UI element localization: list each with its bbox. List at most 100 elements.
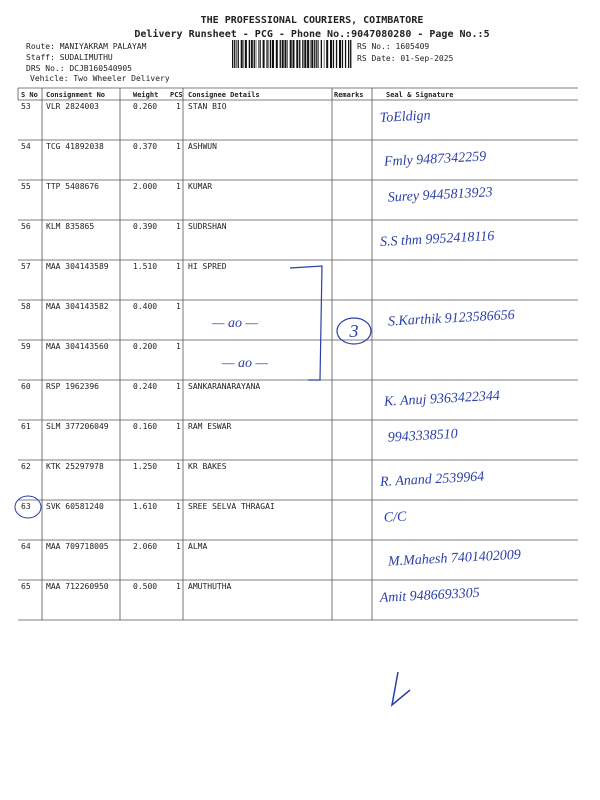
- circle: [336, 317, 372, 345]
- cell: 0.370: [133, 142, 157, 151]
- cell: HI SPRED: [188, 262, 227, 271]
- bar-stripe: [316, 40, 318, 68]
- signature: M.Mahesh 7401402009: [387, 548, 522, 570]
- cell: 0.500: [133, 582, 157, 591]
- signature: Amit 9486693305: [378, 586, 480, 606]
- rs-date: RS Date: 01-Sep-2025: [357, 54, 454, 63]
- bar-stripe: [350, 40, 352, 68]
- bar-stripe: [266, 40, 268, 68]
- bar-stripe: [304, 40, 307, 68]
- cell: MAA 304143582: [46, 302, 109, 311]
- cell: 65: [21, 582, 31, 591]
- cell: 0.160: [133, 422, 157, 431]
- bar-stripe: [250, 40, 253, 68]
- staff: Staff: SUDALIMUTHU: [26, 53, 113, 62]
- cell: 1: [176, 582, 181, 591]
- cell: 62: [21, 462, 31, 471]
- bar-stripe: [258, 40, 259, 68]
- cell: 53: [21, 102, 31, 111]
- cell: 0.260: [133, 102, 157, 111]
- cell: 1: [176, 462, 181, 471]
- cell: 1.250: [133, 462, 157, 471]
- bar-stripe: [335, 40, 338, 68]
- cell: 1: [176, 422, 181, 431]
- cell: VLR 2824003: [46, 102, 99, 111]
- bar-stripe: [243, 40, 245, 68]
- cell: SUDRSHAN: [188, 222, 227, 231]
- title: Delivery Runsheet - PCG - Phone No.:9047…: [134, 28, 489, 40]
- cell: RSP 1962396: [46, 382, 99, 391]
- cell: 1: [176, 102, 181, 111]
- cell: 57: [21, 262, 31, 271]
- bar-stripe: [341, 40, 344, 68]
- cell: SANKARANARAYANA: [188, 382, 260, 391]
- bar-stripe: [296, 40, 299, 68]
- cell: 58: [21, 302, 31, 311]
- bar-stripe: [326, 40, 329, 68]
- cell: RAM ESWAR: [188, 422, 232, 431]
- cell: KLM 835865: [46, 222, 94, 231]
- cell: 0.240: [133, 382, 157, 391]
- cell: 1: [176, 262, 181, 271]
- circle: [14, 495, 42, 519]
- cell: SREE SELVA THRAGAI: [188, 502, 275, 511]
- cell: 2.000: [133, 182, 157, 191]
- bar-stripe: [311, 40, 314, 68]
- bar-stripe: [253, 40, 255, 68]
- cell: 56: [21, 222, 31, 231]
- cell: 59: [21, 342, 31, 351]
- cell: 63: [21, 502, 31, 511]
- cell: 1: [176, 342, 181, 351]
- bar-stripe: [318, 40, 319, 68]
- cell: SLM 377206049: [46, 422, 109, 431]
- handwritten-mark: — ao —: [211, 316, 258, 331]
- bar-stripe: [289, 40, 292, 68]
- cell: ALMA: [188, 542, 207, 551]
- bar-stripe: [255, 40, 257, 68]
- bar-stripe: [332, 40, 335, 68]
- cell: 61: [21, 422, 31, 431]
- bar-stripe: [240, 40, 243, 68]
- cell: 1: [176, 222, 181, 231]
- cell: 1: [176, 542, 181, 551]
- bar-stripe: [299, 40, 301, 68]
- bar-stripe: [330, 40, 332, 68]
- cell: KUMAR: [188, 182, 212, 191]
- cell: 1: [176, 302, 181, 311]
- cell: 0.400: [133, 302, 157, 311]
- cell: 1.610: [133, 502, 157, 511]
- cell: 0.200: [133, 342, 157, 351]
- cell: 0.390: [133, 222, 157, 231]
- cell: MAA 709718005: [46, 542, 109, 551]
- bar-stripe: [259, 40, 261, 68]
- vehicle: Vehicle: Two Wheeler Delivery: [30, 74, 170, 83]
- cell: SVK 60581240: [46, 502, 104, 511]
- signature: S.S thm 9952418116: [380, 229, 495, 250]
- bar-stripe: [339, 40, 341, 68]
- bracket: [289, 265, 323, 381]
- cell: TCG 41892038: [46, 142, 104, 151]
- column-header: Weight: [133, 91, 158, 99]
- signature: S.Karthik 9123586656: [388, 308, 515, 330]
- signature: C/C: [383, 510, 407, 526]
- cell: 1: [176, 142, 181, 151]
- column-header: Consignment No: [46, 91, 105, 99]
- cell: 64: [21, 542, 31, 551]
- company: THE PROFESSIONAL COURIERS, COIMBATORE: [201, 15, 424, 26]
- pen-stroke: [390, 671, 411, 707]
- cell: 55: [21, 182, 31, 191]
- rs-no: RS No.: 1605409: [357, 42, 429, 51]
- column-header: PCS: [170, 91, 183, 99]
- bar-stripe: [268, 40, 270, 68]
- handwritten-mark: — ao —: [221, 356, 268, 371]
- bar-stripe: [323, 40, 325, 68]
- cell: MAA 304143589: [46, 262, 109, 271]
- cell: MAA 304143560: [46, 342, 109, 351]
- signature: R. Anand 2539964: [379, 470, 485, 490]
- barcode: [232, 40, 352, 68]
- bar-stripe: [275, 40, 278, 68]
- bar-stripe: [348, 40, 350, 68]
- bar-stripe: [309, 40, 311, 68]
- cell: 60: [21, 382, 31, 391]
